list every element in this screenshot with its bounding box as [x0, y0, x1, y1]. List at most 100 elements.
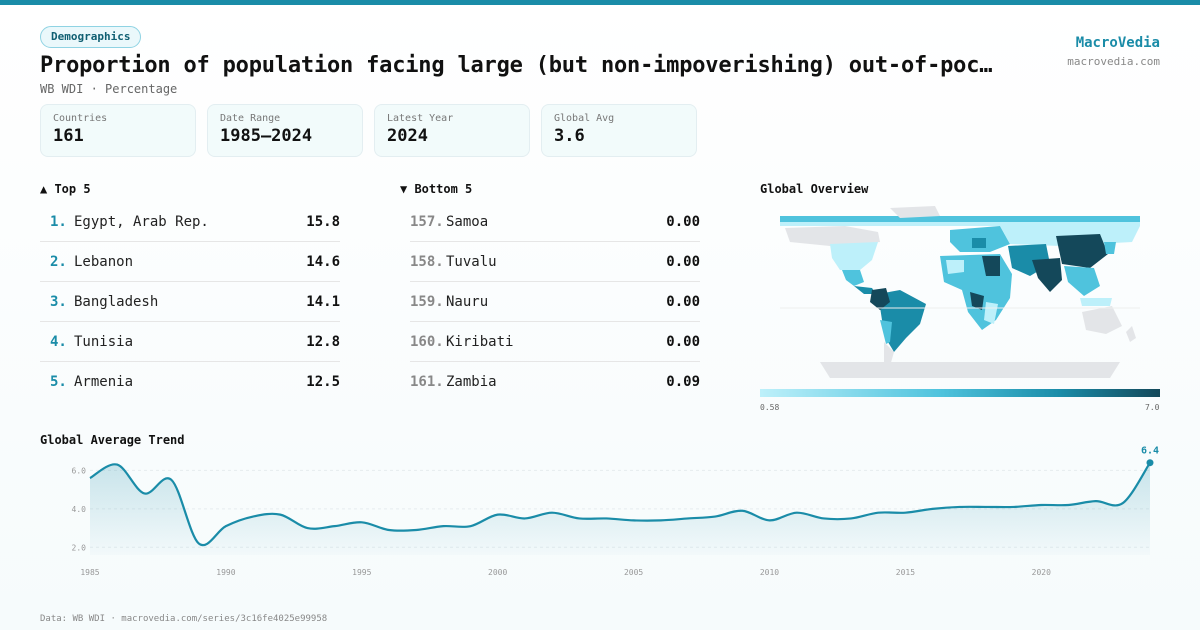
country-name: Egypt, Arab Rep. — [74, 213, 209, 230]
region-china[interactable] — [1056, 234, 1108, 268]
country-name: Lebanon — [74, 253, 134, 270]
rank-number: 4. — [50, 333, 67, 350]
x-tick-label: 2005 — [624, 568, 643, 577]
top-accent-bar — [0, 0, 1200, 5]
x-tick-label: 2020 — [1032, 568, 1051, 577]
rank-number: 3. — [50, 293, 67, 310]
brand-name[interactable]: MacroVedia — [1075, 35, 1160, 51]
region-usa[interactable] — [830, 242, 878, 270]
map-heading: Global Overview — [760, 182, 869, 196]
brand[interactable]: MacroVedia macrovedia.com — [1067, 35, 1160, 68]
y-tick-label: 6.0 — [72, 466, 87, 475]
last-point-marker[interactable] — [1146, 459, 1154, 467]
stat-card-latest-year: Latest Year 2024 — [374, 104, 530, 157]
region-greenland[interactable] — [890, 206, 940, 218]
stat-label: Latest Year — [387, 113, 454, 124]
rank-number: 1. — [50, 213, 67, 230]
country-value: 0.00 — [666, 293, 700, 310]
country-value: 12.5 — [306, 374, 340, 390]
region-southeast-asia[interactable] — [1064, 266, 1100, 296]
country-name: Armenia — [74, 374, 134, 390]
stat-card-global-avg: Global Avg 3.6 — [541, 104, 697, 157]
map-color-legend — [760, 389, 1160, 397]
map-countries — [780, 206, 1140, 378]
stat-card-countries: Countries 161 — [40, 104, 196, 157]
footer-source: Data: WB WDI · macrovedia.com/series/3c1… — [40, 614, 328, 624]
brand-url[interactable]: macrovedia.com — [1067, 55, 1160, 68]
x-tick-label: 1990 — [216, 568, 235, 577]
trend-heading: Global Average Trend — [40, 433, 185, 447]
x-tick-label: 2015 — [896, 568, 915, 577]
x-tick-label: 2000 — [488, 568, 507, 577]
top5-list: 1. Egypt, Arab Rep. 15.8 2. Lebanon 14.6… — [40, 202, 340, 402]
region-andes-north[interactable] — [870, 288, 890, 310]
country-name: Bangladesh — [74, 293, 159, 310]
list-item[interactable]: 157. Samoa 0.00 — [410, 202, 700, 242]
legend-min-label: 0.58 — [760, 403, 780, 412]
y-axis-ticks: 2.0 4.0 6.0 — [72, 466, 87, 552]
stat-card-date-range: Date Range 1985–2024 — [207, 104, 363, 157]
country-name: Tunisia — [74, 333, 134, 350]
world-map[interactable] — [760, 202, 1160, 386]
list-item[interactable]: 158. Tuvalu 0.00 — [410, 242, 700, 282]
rank-number: 157. — [410, 213, 444, 230]
region-central-africa[interactable] — [970, 292, 984, 310]
country-value: 14.6 — [306, 253, 340, 270]
last-point-label: 6.4 — [1141, 446, 1159, 457]
list-item[interactable]: 159. Nauru 0.00 — [410, 282, 700, 322]
y-tick-label: 2.0 — [72, 543, 87, 552]
region-andes-south[interactable] — [880, 320, 892, 344]
region-japan-korea[interactable] — [1104, 242, 1116, 254]
list-item[interactable]: 2. Lebanon 14.6 — [40, 242, 340, 282]
list-item[interactable]: 4. Tunisia 12.8 — [40, 322, 340, 362]
list-item[interactable]: 1. Egypt, Arab Rep. 15.8 — [40, 202, 340, 242]
stat-label: Date Range — [220, 113, 281, 124]
list-item[interactable]: 3. Bangladesh 14.1 — [40, 282, 340, 322]
country-name: Samoa — [446, 213, 489, 230]
category-badge[interactable]: Demographics — [40, 26, 142, 48]
stat-value: 3.6 — [554, 126, 585, 146]
region-central-europe[interactable] — [972, 238, 986, 248]
region-australia[interactable] — [1082, 306, 1122, 334]
y-tick-label: 4.0 — [72, 505, 87, 514]
list-item[interactable]: 161. Zambia 0.09 — [410, 362, 700, 402]
stat-value: 2024 — [387, 126, 428, 146]
page-title: Proportion of population facing large (b… — [40, 53, 993, 78]
bottom5-heading: ▼ Bottom 5 — [400, 182, 473, 196]
country-value: 0.00 — [666, 253, 700, 270]
list-item[interactable]: 5. Armenia 12.5 — [40, 362, 340, 402]
list-item[interactable]: 160. Kiribati 0.00 — [410, 322, 700, 362]
region-arctic[interactable] — [780, 216, 1140, 222]
trend-line — [89, 462, 1151, 547]
stat-label: Global Avg — [554, 113, 615, 124]
region-new-zealand[interactable] — [1126, 326, 1136, 342]
legend-max-label: 7.0 — [1145, 403, 1160, 412]
region-mexico[interactable] — [842, 270, 864, 286]
region-north-africa[interactable] — [946, 260, 964, 274]
region-antarctica[interactable] — [820, 362, 1120, 378]
x-tick-label: 1995 — [352, 568, 371, 577]
x-tick-label: 2010 — [760, 568, 779, 577]
x-axis-ticks: 1985 1990 1995 2000 2005 2010 2015 2020 — [80, 568, 1051, 577]
region-central-america[interactable] — [854, 286, 876, 294]
country-name: Nauru — [446, 293, 489, 310]
country-value: 0.00 — [666, 333, 700, 350]
region-southern-cone[interactable] — [884, 342, 894, 366]
region-east-africa[interactable] — [984, 302, 998, 324]
region-south-asia[interactable] — [1032, 258, 1062, 292]
stat-value: 161 — [53, 126, 84, 146]
region-arctic-south[interactable] — [780, 222, 1140, 226]
stat-value: 1985–2024 — [220, 126, 313, 146]
country-value: 0.09 — [666, 374, 700, 390]
region-canada[interactable] — [785, 226, 880, 246]
rank-number: 161. — [410, 374, 444, 390]
country-name: Tuvalu — [446, 253, 497, 270]
x-tick-label: 1985 — [80, 568, 99, 577]
country-name: Zambia — [446, 374, 497, 390]
region-indonesia[interactable] — [1080, 298, 1112, 306]
rank-number: 5. — [50, 374, 67, 390]
country-value: 14.1 — [306, 293, 340, 310]
page-subtitle: WB WDI · Percentage — [40, 82, 178, 96]
region-egypt-sudan[interactable] — [982, 256, 1000, 276]
trend-chart[interactable]: 2.0 4.0 6.0 1985 1990 1995 2000 2005 2010 2015 20… — [0, 445, 1200, 585]
